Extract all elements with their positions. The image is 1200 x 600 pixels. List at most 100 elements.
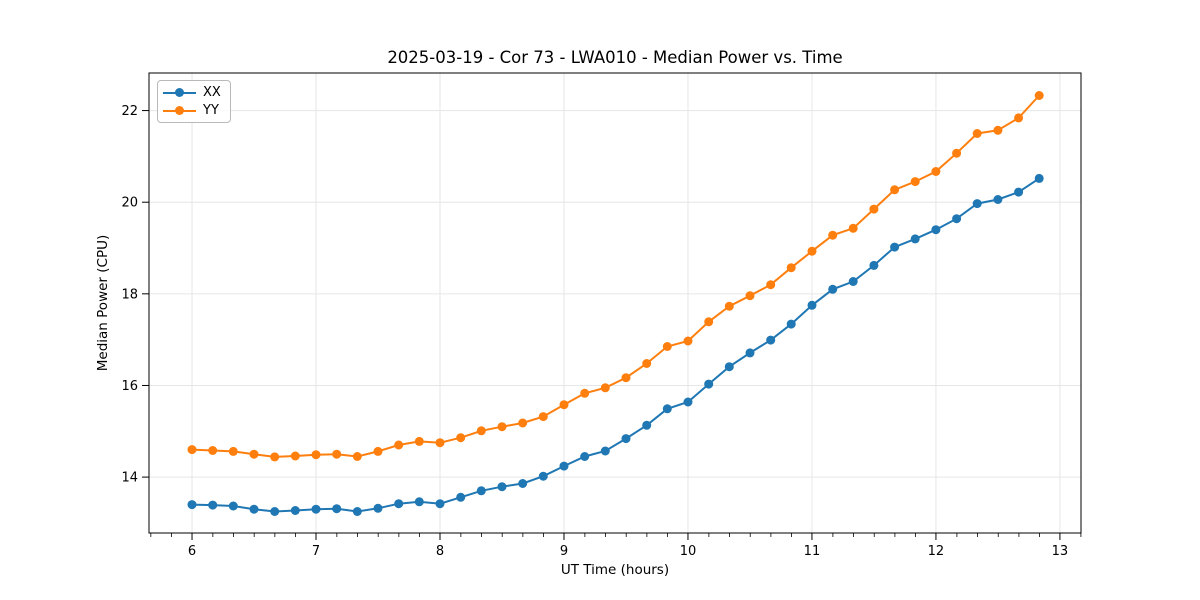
y-tick-label: 20 [121,196,138,211]
data-point-yy [373,446,383,456]
data-point-xx [993,195,1003,204]
data-point-xx [538,471,548,481]
data-point-yy [621,373,631,383]
data-point-xx [952,214,962,224]
data-point-xx [1034,173,1044,183]
data-point-xx [414,497,424,507]
series-line-yy [191,94,1040,458]
y-tick-label: 16 [121,379,138,394]
data-point-xx [621,434,631,444]
data-point-yy [869,204,879,214]
x-tick-label: 7 [312,544,320,559]
data-point-xx [435,499,445,509]
data-point-xx [704,379,714,389]
legend: XX YY [157,80,231,123]
data-point-xx [497,482,507,492]
data-point-yy [187,445,197,455]
legend-label: XX [203,85,221,100]
data-point-xx [600,446,610,456]
data-point-yy [435,438,445,448]
data-point-yy [848,223,858,233]
data-point-yy [807,246,817,256]
data-point-xx [910,234,920,244]
data-point-xx [642,420,652,430]
series-line-xx [191,177,1040,513]
data-point-yy [642,359,652,368]
data-point-xx [373,503,383,513]
data-point-xx [807,300,817,310]
data-point-yy [931,167,941,176]
data-point-xx [662,404,672,414]
data-point-yy [476,426,486,436]
x-tick-label: 12 [928,544,945,559]
data-point-xx [518,479,528,488]
data-point-xx [228,501,238,511]
data-point-xx [1014,187,1024,197]
data-point-yy [394,440,404,450]
data-point-yy [580,388,590,398]
data-point-xx [559,461,569,471]
data-point-yy [972,129,982,138]
x-tick-label: 8 [436,544,444,559]
legend-item-yy: YY [163,104,222,117]
data-point-yy [352,452,362,461]
data-point-xx [270,507,280,516]
data-point-yy [952,148,962,158]
legend-label: YY [203,103,219,118]
data-point-xx [208,500,218,510]
data-point-yy [518,418,528,428]
data-point-yy [414,436,424,446]
data-point-xx [848,277,858,286]
legend-item-xx: XX [163,86,222,99]
data-point-xx [187,500,197,510]
data-point-yy [290,451,300,461]
x-axis-label: UT Time (hours) [560,562,670,578]
data-point-yy [332,449,342,459]
data-point-xx [766,335,776,345]
data-point-yy [1014,113,1024,123]
data-point-yy [786,263,796,273]
data-point-xx [476,486,486,496]
data-point-yy [228,446,238,456]
y-tick-label: 18 [121,287,138,302]
data-point-yy [538,412,548,422]
data-point-xx [724,362,734,372]
data-point-yy [828,230,838,240]
x-tick-label: 6 [188,544,196,559]
x-tick-label: 13 [1052,544,1069,559]
data-point-xx [683,397,693,407]
data-point-yy [745,291,755,301]
data-point-xx [828,284,838,294]
data-point-yy [1034,91,1044,100]
data-point-yy [456,433,466,443]
data-point-xx [394,499,404,509]
data-point-xx [972,199,982,209]
data-point-xx [869,260,879,270]
data-point-yy [993,125,1003,135]
legend-line-marker-icon [163,105,196,116]
data-point-yy [311,450,321,460]
y-axis-label: Median Power (CPU) [95,234,111,372]
data-point-xx [456,492,466,502]
data-point-yy [497,422,507,432]
data-point-xx [290,506,300,515]
x-tick-label: 10 [680,544,697,559]
data-point-xx [352,507,362,516]
data-point-yy [662,342,672,351]
data-point-xx [249,504,259,514]
data-point-xx [311,504,321,514]
x-tick-label: 9 [560,544,568,559]
data-point-yy [890,185,900,195]
data-point-xx [786,319,796,329]
y-tick-label: 22 [121,104,138,119]
chart-title: 2025-03-19 - Cor 73 - LWA010 - Median Po… [387,48,843,67]
y-tick-label: 14 [121,471,138,486]
data-point-yy [766,280,776,290]
data-point-yy [600,383,610,393]
data-point-yy [910,177,920,187]
data-point-yy [249,449,259,459]
legend-line-marker-icon [163,87,196,98]
data-point-yy [683,336,693,346]
